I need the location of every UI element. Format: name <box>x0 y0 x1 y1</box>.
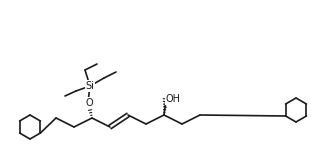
Text: Si: Si <box>86 81 94 91</box>
Text: OH: OH <box>166 94 180 104</box>
Text: O: O <box>85 98 93 108</box>
